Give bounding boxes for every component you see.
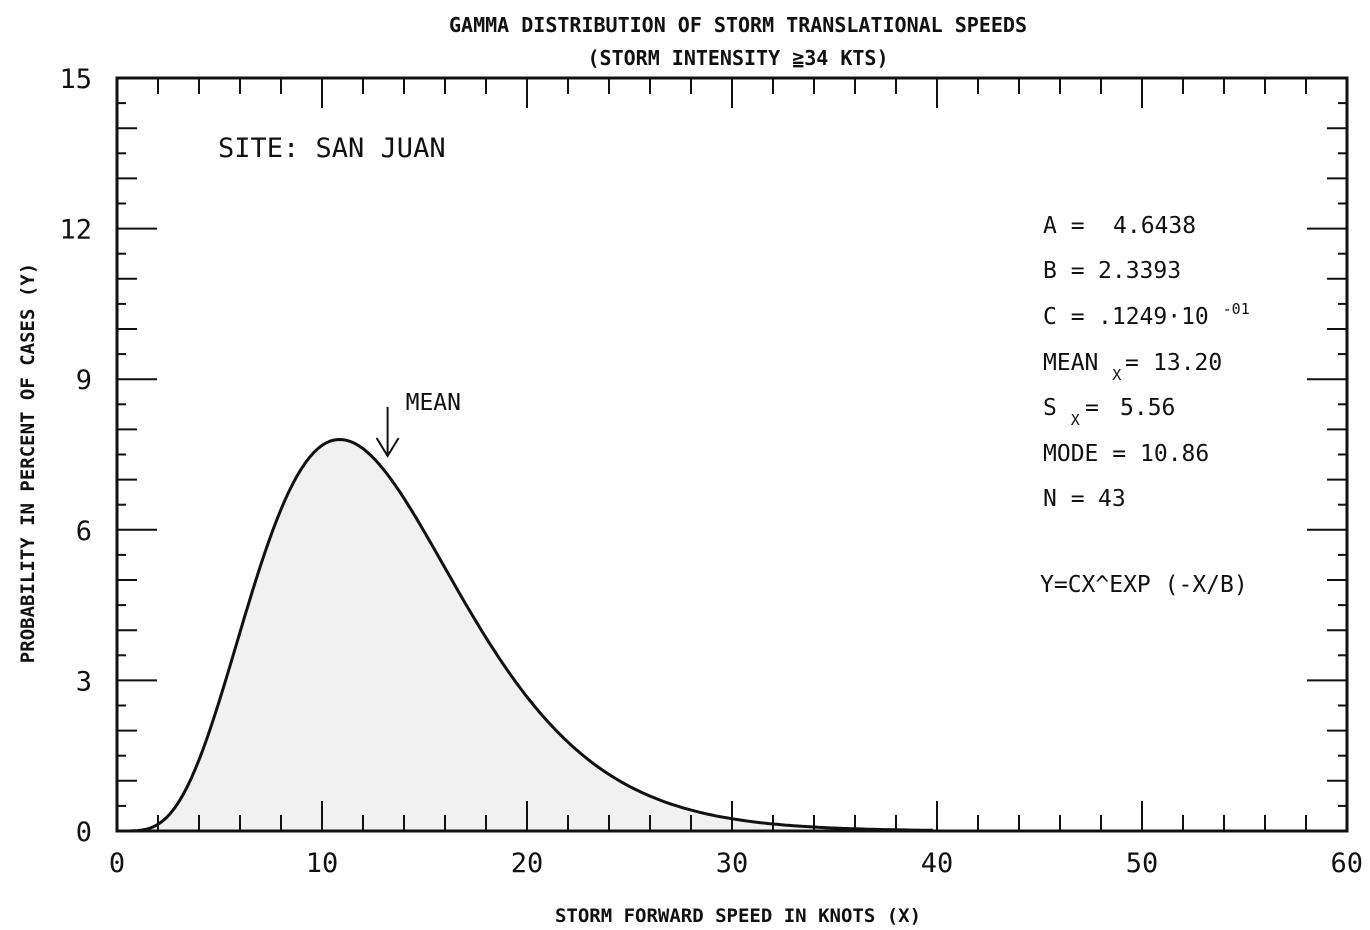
- param-c: C = .1249·10 -01: [1043, 300, 1250, 330]
- y-tick-label: 0: [76, 817, 92, 848]
- distribution-curve: [117, 437, 933, 833]
- equation: Y=CX^EXP (-X/B): [1040, 572, 1248, 598]
- x-tick-label: 30: [716, 848, 749, 879]
- param-s-value: 5.56: [1120, 395, 1175, 421]
- param-s-eq: =: [1085, 395, 1099, 421]
- param-mean-label: MEAN: [1043, 350, 1098, 376]
- chart-title: GAMMA DISTRIBUTION OF STORM TRANSLATIONA…: [449, 13, 1027, 37]
- param-a-label: A =: [1043, 213, 1085, 239]
- mean-marker: MEAN: [375, 390, 461, 458]
- distribution-area: [117, 439, 937, 831]
- param-a-value: 4.6438: [1113, 213, 1196, 239]
- param-n-value: 43: [1098, 486, 1126, 512]
- param-mean-eq: =: [1125, 350, 1139, 376]
- chart-subtitle: (STORM INTENSITY ≧34 KTS): [587, 46, 888, 70]
- y-tick-label: 12: [59, 215, 92, 246]
- param-mean-value: 13.20: [1153, 350, 1222, 376]
- param-c-exponent: -01: [1223, 300, 1250, 318]
- y-tick-label: 9: [76, 365, 92, 396]
- param-mode: MODE = 10.86: [1043, 441, 1209, 467]
- param-mode-label: MODE =: [1043, 441, 1126, 467]
- param-c-value: .1249·10: [1098, 304, 1209, 330]
- param-s-label: S: [1043, 395, 1057, 421]
- param-n: N = 43: [1043, 486, 1126, 512]
- axis-ticks: [116, 77, 1348, 832]
- tick-labels: 0 10 20 30 40 50 60 0 3 6 9 12 15: [59, 64, 1363, 879]
- param-b-label: B =: [1043, 258, 1085, 284]
- param-a: A = 4.6438: [1043, 213, 1196, 239]
- mean-label: MEAN: [406, 390, 461, 416]
- param-c-label: C =: [1043, 304, 1085, 330]
- y-tick-label: 15: [59, 64, 92, 95]
- param-b: B = 2.3393: [1043, 258, 1181, 284]
- y-tick-label: 3: [76, 666, 92, 697]
- parameter-block: A = 4.6438 B = 2.3393 C = .1249·10 -01 M…: [1040, 213, 1250, 598]
- x-tick-label: 60: [1330, 848, 1363, 879]
- param-s: S X = 5.56: [1043, 395, 1175, 431]
- param-b-value: 2.3393: [1098, 258, 1181, 284]
- x-tick-label: 40: [921, 848, 954, 879]
- x-tick-label: 10: [306, 848, 339, 879]
- x-tick-label: 0: [109, 848, 125, 879]
- param-mean: MEAN X = 13.20: [1043, 350, 1222, 386]
- param-n-label: N =: [1043, 486, 1085, 512]
- y-axis-label: PROBABILITY IN PERCENT OF CASES (Y): [17, 263, 39, 663]
- param-mode-value: 10.86: [1140, 441, 1209, 467]
- x-axis-label: STORM FORWARD SPEED IN KNOTS (X): [555, 905, 921, 927]
- mean-arrow-head: [375, 437, 400, 458]
- x-tick-label: 50: [1126, 848, 1159, 879]
- param-mean-subscript: X: [1112, 366, 1121, 384]
- x-tick-label: 20: [511, 848, 544, 879]
- site-label: SITE: SAN JUAN: [218, 133, 446, 164]
- y-tick-label: 6: [76, 516, 92, 547]
- param-s-subscript: X: [1071, 411, 1080, 429]
